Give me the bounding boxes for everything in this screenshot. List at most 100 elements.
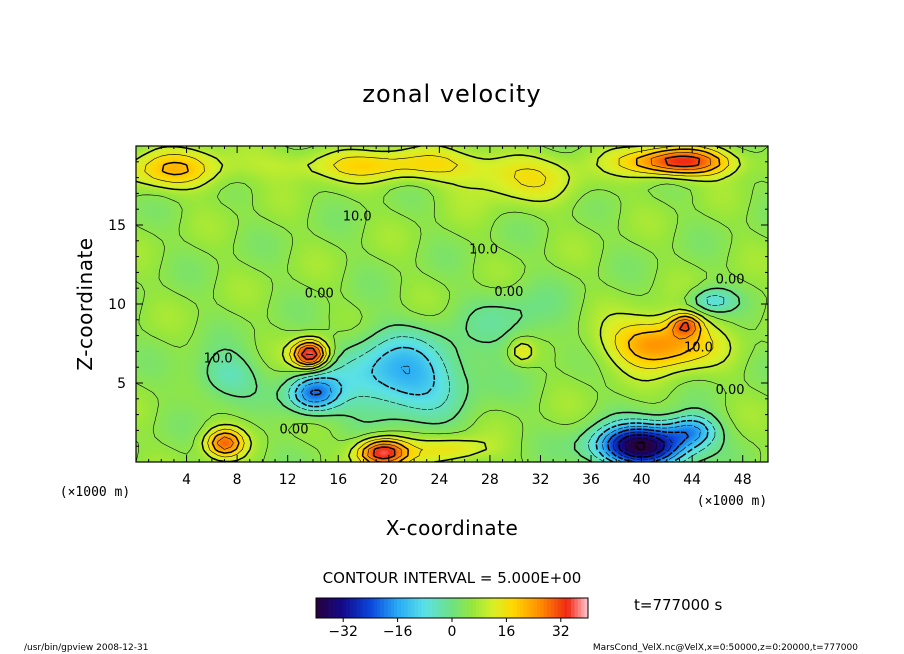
contour-interval-text: CONTOUR INTERVAL = 5.000E+00: [323, 569, 582, 587]
colorbar-cell: [428, 598, 432, 618]
colorbar-cell: [411, 598, 415, 618]
colorbar-cell: [537, 598, 541, 618]
colorbar-cell: [571, 598, 575, 618]
colorbar-cell: [540, 598, 545, 618]
colorbar-cell: [390, 598, 395, 618]
colorbar-cell: [326, 598, 330, 618]
x-tick-label: 48: [734, 472, 752, 488]
colorbar-cell: [356, 598, 361, 618]
contour-label: 10.0: [684, 340, 713, 355]
colorbar-cell: [526, 598, 531, 618]
contour-label: 10.0: [469, 242, 498, 257]
contour-labels: 10.0 10.0 0.00 0.00 0.00 10.0 10.0 0.00 0.00: [204, 209, 745, 437]
footer-right: MarsCond_VelX.nc@VelX,x=0:50000,z=0:2000…: [593, 643, 858, 653]
colorbar-cells: [316, 598, 589, 618]
contour-level: [612, 431, 673, 461]
colorbar-cell: [458, 598, 463, 618]
x-unit-left: (×1000 m): [60, 485, 130, 500]
colorbar-cell: [346, 598, 351, 618]
contour-label: 10.0: [204, 351, 233, 366]
colorbar-cell: [557, 598, 562, 618]
contour-level: [136, 146, 742, 462]
colorbar-cell: [503, 598, 507, 618]
contour-level: [624, 437, 657, 454]
chart-title: zonal velocity: [362, 80, 541, 108]
colorbar-cell: [486, 598, 490, 618]
contour-level: [288, 295, 725, 462]
colorbar-cell: [492, 598, 497, 618]
colorbar-cell: [581, 598, 585, 618]
colorbar-cell: [547, 598, 551, 618]
colorbar-tick-label: −16: [383, 624, 413, 640]
colorbar-cell: [506, 598, 511, 618]
contour-level: [634, 441, 646, 451]
colorbar-cell: [584, 598, 589, 618]
colorbar-cell: [574, 598, 579, 618]
colorbar-cell: [523, 598, 528, 618]
y-unit-label: (×1000 m): [697, 494, 767, 509]
colorbar-cell: [452, 598, 456, 618]
contour-level: [206, 287, 741, 462]
heatmap-field: [136, 146, 768, 462]
x-tick-label: 24: [430, 472, 448, 488]
contour-level: [294, 346, 709, 462]
colorbar-cell: [424, 598, 429, 618]
colorbar-cell: [394, 598, 398, 618]
colorbar-tick-label: 16: [497, 624, 515, 640]
colorbar-cell: [560, 598, 565, 618]
y-axis-label: Z-coordinate: [73, 237, 97, 370]
colorbar-cell: [543, 598, 548, 618]
colorbar-tick-label: 32: [552, 624, 570, 640]
x-tick-label: 4: [182, 472, 191, 488]
colorbar-cell: [435, 598, 439, 618]
colorbar-cell: [577, 598, 582, 618]
colorbar-cell: [465, 598, 470, 618]
x-tick-label: 44: [683, 472, 701, 488]
colorbar-cell: [363, 598, 368, 618]
colorbar-cell: [431, 598, 436, 618]
contour-level: [305, 353, 314, 356]
colorbar-cell: [339, 598, 344, 618]
colorbar-cell: [469, 598, 473, 618]
contour-label: 0.00: [716, 383, 745, 398]
colorbar-cell: [441, 598, 446, 618]
contour-level: [617, 434, 666, 458]
colorbar-cell: [316, 598, 320, 618]
colorbar-cell: [370, 598, 375, 618]
colorbar-cell: [554, 598, 558, 618]
colorbar-cell: [380, 598, 385, 618]
x-tick-label: 20: [380, 472, 398, 488]
contour-label: 10.0: [343, 209, 372, 224]
colorbar-cell: [479, 598, 483, 618]
colorbar-cell: [462, 598, 466, 618]
colorbar-cell: [407, 598, 412, 618]
colorbar-cell: [520, 598, 524, 618]
colorbar-cell: [322, 598, 327, 618]
colorbar-cell: [401, 598, 405, 618]
contour-label: 0.00: [716, 272, 745, 287]
x-axis-ticks: 4 8 12 16 20 24 28 32 36 40 44 48: [148, 146, 756, 488]
x-tick-label: 32: [532, 472, 550, 488]
colorbar-cell: [384, 598, 388, 618]
colorbar-cell: [482, 598, 487, 618]
colorbar-cell: [319, 598, 324, 618]
colorbar-tick-label: −32: [328, 624, 358, 640]
x-tick-label: 16: [329, 472, 347, 488]
colorbar-cell: [377, 598, 381, 618]
colorbar-cell: [564, 598, 568, 618]
contour-level: [144, 146, 730, 462]
contour-level: [136, 146, 768, 462]
colorbar-cell: [336, 598, 341, 618]
x-tick-label: 36: [582, 472, 600, 488]
colorbar-cell: [445, 598, 449, 618]
colorbar-cell: [421, 598, 426, 618]
contour-level: [301, 365, 701, 462]
contour-level: [216, 152, 711, 462]
colorbar-cell: [550, 598, 555, 618]
x-tick-label: 28: [481, 472, 499, 488]
colorbar-cell: [567, 598, 572, 618]
colorbar-cell: [350, 598, 354, 618]
x-tick-label: 8: [233, 472, 242, 488]
y-tick-label: 10: [108, 297, 126, 313]
